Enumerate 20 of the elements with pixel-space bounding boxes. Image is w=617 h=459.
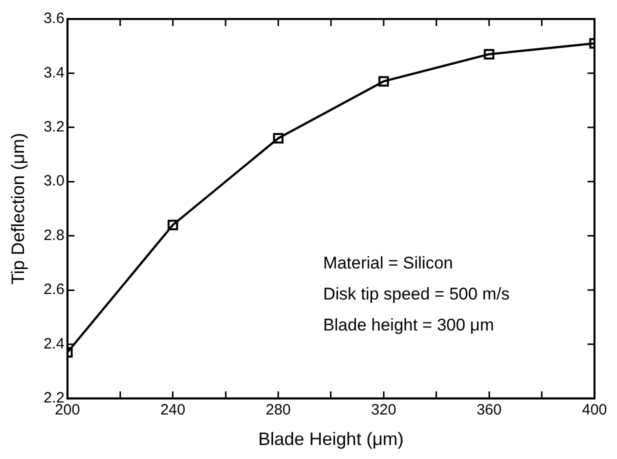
- x-tick-label: 400: [582, 402, 607, 419]
- x-tick-label: 240: [160, 402, 186, 419]
- y-tick-label: 2.4: [44, 335, 64, 352]
- y-tick-label: 3.2: [44, 118, 64, 136]
- y-tick-label: 3.4: [44, 64, 64, 82]
- point: [378, 76, 389, 87]
- y-axis-title: Tip Deflection (μm): [8, 132, 28, 285]
- x-tick-label: 360: [476, 402, 502, 419]
- point: [168, 220, 178, 230]
- y-tick-label: 2.8: [44, 226, 64, 244]
- annotation: Blade height = 300 μm: [323, 315, 494, 334]
- annotation: Disk tip speed = 500 m/s: [323, 284, 510, 304]
- point: [273, 133, 284, 144]
- x-axis-title: Blade Height (μm): [258, 429, 404, 450]
- annotation: Material = Silicon: [323, 253, 453, 272]
- y-tick-label: 2.6: [44, 281, 64, 298]
- y-tick-label: 3.6: [44, 10, 64, 28]
- y-tick-label: 3.0: [44, 172, 64, 190]
- x-tick-label: 280: [266, 402, 291, 419]
- x-tick-label: 320: [371, 402, 396, 419]
